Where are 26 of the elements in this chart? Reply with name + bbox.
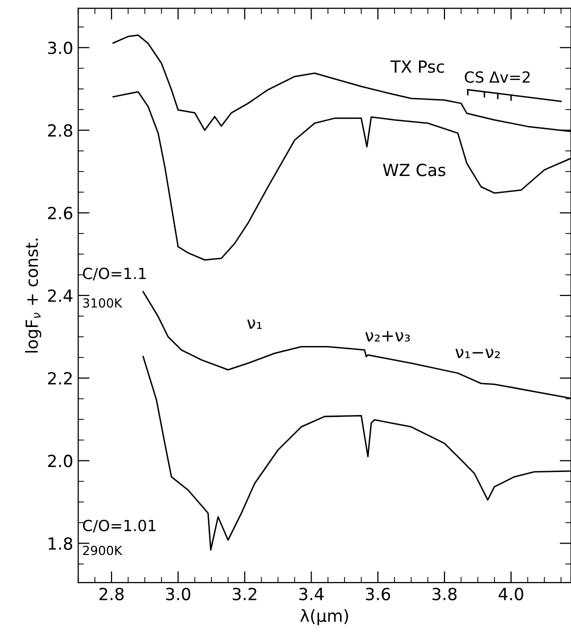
- x-axis-title: λ(μm): [300, 609, 348, 626]
- x-tick-label: 3.4: [299, 588, 324, 600]
- y-tick-label: 2.8: [48, 124, 72, 137]
- y-tick-label: 2.0: [48, 454, 72, 468]
- y-tick-label: 2.4: [48, 289, 72, 302]
- annotation: 3100K: [83, 298, 122, 308]
- annotation: TX Psc: [390, 60, 444, 73]
- annotation: 2900K: [83, 546, 122, 556]
- annotation: ν₂+ν₃: [365, 330, 410, 342]
- annotation: ν₁−ν₂: [455, 348, 500, 358]
- x-tick-label: 3.8: [432, 588, 457, 600]
- x-tick-label: 3.6: [366, 588, 390, 600]
- y-tick-label: 1.8: [48, 537, 72, 550]
- annotation: C/O=1.1: [83, 268, 146, 280]
- x-tick-label: 2.8: [99, 588, 124, 600]
- y-tick-label: 3.0: [48, 42, 72, 54]
- x-tick-label: 3.0: [166, 588, 190, 600]
- y-tick-label: 2.2: [48, 372, 72, 384]
- annotation: WZ Cas: [382, 164, 446, 176]
- x-tick-label: 3.2: [232, 588, 256, 600]
- annotation: CS Δv=2: [464, 71, 530, 83]
- y-axis-title: logF$_{ν}$ + const.: [25, 238, 42, 352]
- annotation: C/O=1.01: [83, 520, 156, 532]
- y-tick-label: 2.6: [48, 206, 72, 220]
- annotation: ν₁: [247, 320, 262, 329]
- x-tick-label: 4.0: [498, 588, 524, 600]
